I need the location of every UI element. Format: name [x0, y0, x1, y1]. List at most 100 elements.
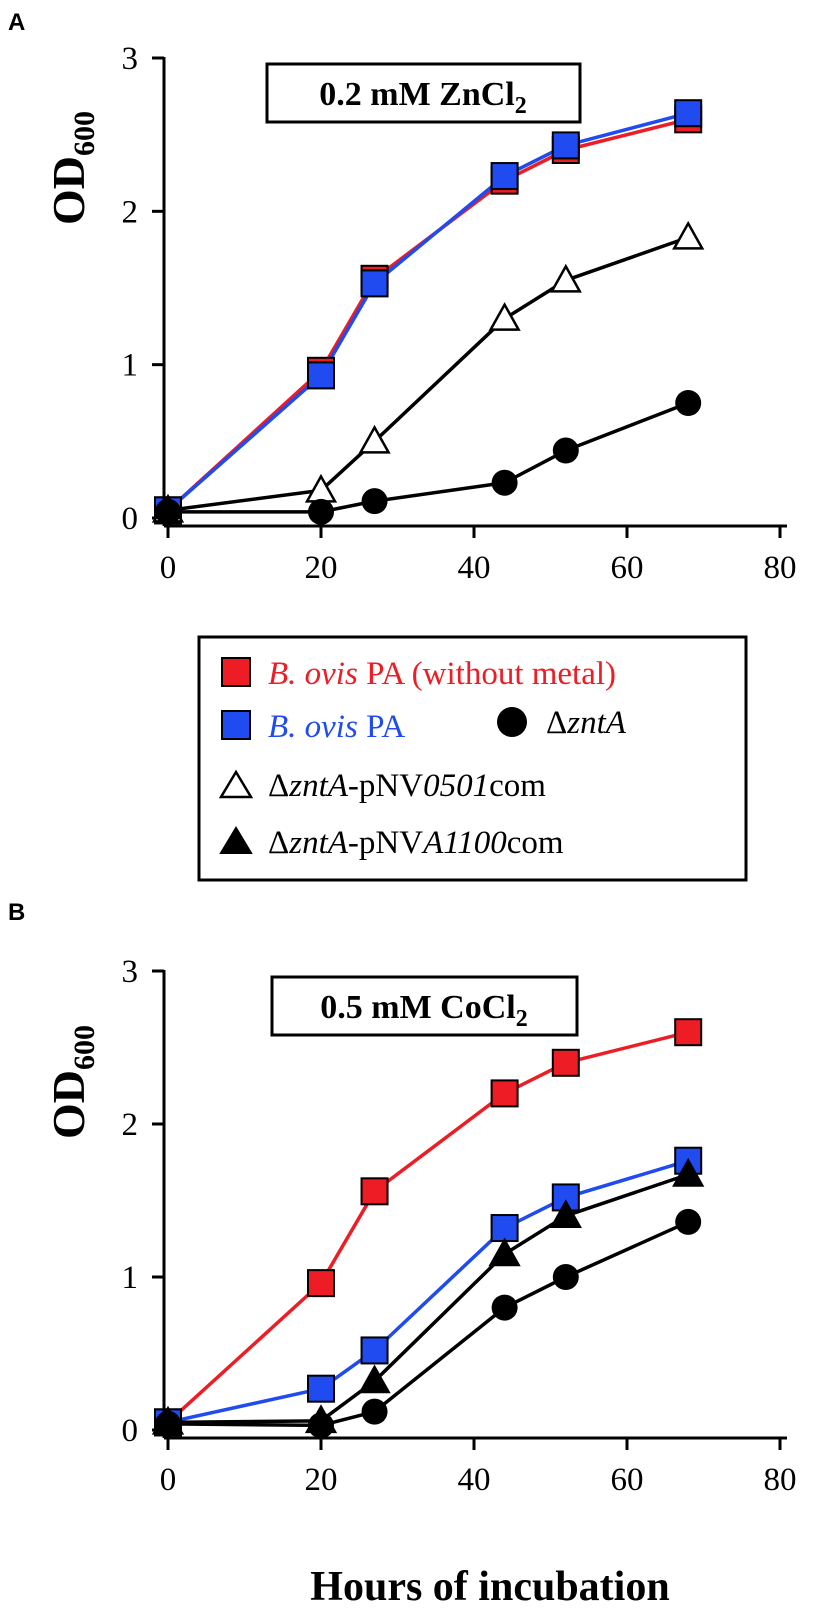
data-point-wt — [490, 162, 519, 191]
legend-ztna0501-italic2: 0501 — [423, 768, 489, 804]
svg-text:ΔzntA-pNV0501com: ΔzntA-pNV0501com — [268, 768, 546, 804]
legend-item-ztna-0501: ΔzntA-pNV0501com — [218, 768, 546, 804]
svg-text:OD600: OD600 — [43, 111, 101, 225]
condition-text-a: 0.2 mM ZnCl — [319, 76, 515, 113]
y-tick-label: 3 — [122, 954, 139, 990]
condition-box-b — [270, 975, 579, 1037]
data-point-ztna_0501 — [672, 220, 705, 250]
x-tick-label: 0 — [160, 1462, 177, 1498]
x-tick-label: 80 — [764, 550, 797, 586]
series-line-wt_nometal — [166, 117, 689, 512]
y-axis-label-b: OD600 — [43, 1025, 101, 1139]
data-point-wt — [307, 1374, 335, 1403]
data-point-ztna — [675, 1208, 702, 1235]
data-point-ztna — [155, 1410, 181, 1437]
series-line-wt — [167, 1159, 689, 1425]
legend: B. ovis PA (without metal) B. ovis PA Δz… — [197, 635, 748, 882]
series-line-ztna — [167, 1220, 689, 1428]
data-point-wt_nometal — [490, 1079, 519, 1108]
y-tick-label: 3 — [122, 41, 139, 77]
series-line-wt_nometal — [166, 1030, 689, 1424]
svg-text:OD600: OD600 — [43, 1025, 101, 1139]
legend-item-ztna-a1100: ΔzntA-pNVA1100com — [219, 825, 564, 861]
data-point-ztna — [308, 1412, 334, 1439]
x-tick-label: 40 — [458, 550, 491, 586]
svg-text:0.5 mM CoCl2: 0.5 mM CoCl2 — [320, 989, 527, 1032]
svg-text:B. ovis PA: B. ovis PA — [268, 709, 405, 745]
svg-text:ΔzntA-pNVA1100com: ΔzntA-pNVA1100com — [268, 825, 564, 861]
y-axis-ticks-b: 0 1 2 3 — [122, 954, 164, 1449]
x-axis-ticks-b: 0 20 40 60 80 — [160, 1438, 797, 1498]
legend-ztna-italic: zntA — [566, 705, 627, 741]
x-tick-label: 60 — [611, 550, 644, 586]
x-axis-ticks-a: 0 20 40 60 80 — [160, 526, 797, 586]
data-point-ztna — [675, 390, 702, 416]
condition-box-a — [265, 62, 582, 124]
series-line-ztna — [168, 401, 689, 514]
legend-wt-rest: PA — [358, 709, 406, 745]
panel-letter-b: B — [8, 899, 25, 926]
data-point-wt — [360, 1336, 389, 1365]
data-point-ztna_0501 — [358, 424, 391, 454]
legend-marker-open-triangle — [218, 769, 254, 799]
y-axis-label-main-b: OD — [43, 1070, 94, 1139]
series-line-wt — [166, 111, 689, 512]
legend-marker-black-circle — [497, 707, 527, 737]
x-tick-label: 60 — [611, 1462, 644, 1498]
data-point-ztna_a1100 — [488, 1237, 521, 1267]
data-point-wt — [551, 131, 580, 160]
y-tick-label: 2 — [122, 1107, 139, 1143]
y-tick-label: 1 — [122, 348, 139, 384]
data-point-ztna — [308, 498, 334, 525]
data-point-ztna — [491, 1294, 518, 1321]
series-line-ztna_a1100 — [167, 1172, 689, 1425]
legend-marker-red-square — [221, 657, 251, 687]
svg-text:ΔzntA: ΔzntA — [546, 705, 627, 741]
legend-item-ztna: ΔzntA — [497, 705, 627, 741]
y-axis-label-sub-b: 600 — [68, 1025, 101, 1070]
condition-label-b: 0.5 mM CoCl2 — [270, 975, 579, 1037]
condition-subscript-a: 2 — [515, 93, 527, 119]
data-point-wt — [360, 269, 389, 298]
data-point-ztna_0501 — [549, 263, 582, 293]
y-axis-ticks-a: 0 1 2 3 — [122, 41, 164, 537]
data-point-wt — [307, 361, 335, 390]
legend-ztna0501-mid: -pNV — [348, 768, 423, 804]
x-axis-label-b: Hours of incubation — [310, 1564, 669, 1610]
legend-wt-nometal-italic: B. ovis — [268, 656, 358, 692]
legend-ztna-delta: Δ — [546, 705, 567, 741]
y-tick-label: 0 — [122, 501, 139, 537]
condition-label-a: 0.2 mM ZnCl2 — [265, 62, 582, 124]
panel-letter-a: A — [8, 9, 25, 36]
data-point-ztna — [155, 498, 181, 525]
legend-item-wt-nometal: B. ovis PA (without metal) — [221, 656, 616, 692]
series-group-b — [151, 1018, 705, 1439]
x-tick-label: 40 — [458, 1462, 491, 1498]
data-point-ztna_a1100 — [549, 1199, 582, 1229]
data-point-ztna_0501 — [488, 302, 521, 331]
data-point-wt — [490, 1214, 519, 1243]
condition-text-b: 0.5 mM CoCl — [320, 989, 515, 1026]
legend-ztnaa1100-tail: com — [507, 825, 564, 861]
data-point-ztna — [361, 488, 388, 515]
legend-ztnaa1100-italic: zntA — [288, 825, 349, 861]
legend-ztnaa1100-italic2: A1100 — [421, 825, 507, 861]
svg-text:0.2 mM ZnCl2: 0.2 mM ZnCl2 — [319, 76, 527, 119]
svg-text:B. ovis PA (without metal): B. ovis PA (without metal) — [268, 656, 616, 692]
series-line-ztna_0501 — [167, 235, 689, 513]
series-group-a — [151, 99, 705, 525]
legend-ztna0501-delta: Δ — [268, 768, 289, 804]
data-point-ztna_a1100 — [672, 1157, 705, 1187]
data-point-wt_nometal — [360, 1177, 389, 1206]
data-point-wt_nometal — [674, 1018, 703, 1047]
data-point-ztna_a1100 — [358, 1364, 391, 1394]
data-point-ztna — [361, 1398, 388, 1425]
y-tick-label: 1 — [122, 1260, 139, 1296]
x-tick-label: 0 — [160, 550, 177, 586]
legend-wt-nometal-rest: PA (without metal) — [358, 656, 616, 692]
y-tick-label: 2 — [122, 194, 139, 230]
legend-marker-blue-square — [221, 710, 251, 740]
